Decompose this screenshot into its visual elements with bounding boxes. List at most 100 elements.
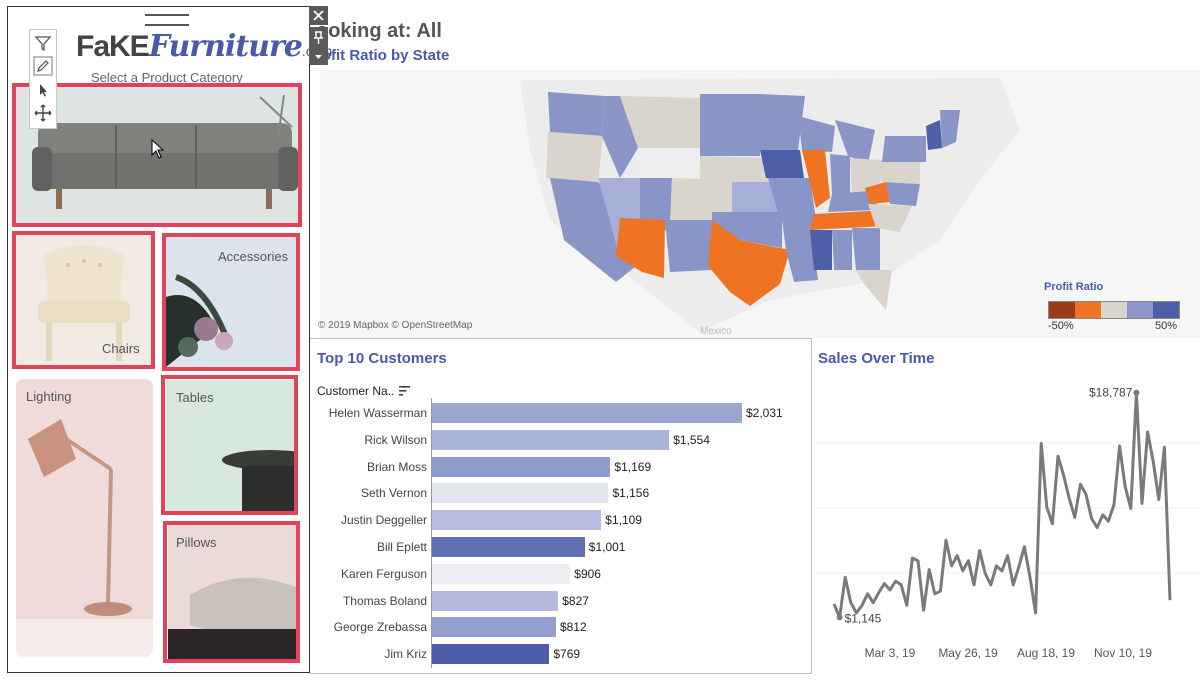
- customer-name-label: Thomas Boland: [342, 593, 427, 608]
- customer-bar[interactable]: [432, 403, 742, 423]
- state-tennessee[interactable]: [810, 210, 888, 230]
- state-wyoming[interactable]: [638, 148, 700, 184]
- customer-name-label: Rick Wilson: [364, 432, 427, 447]
- state-arkansas[interactable]: [782, 220, 814, 250]
- tile-tables[interactable]: Tables: [166, 380, 296, 512]
- customer-bar[interactable]: [432, 590, 559, 611]
- tile-lighting[interactable]: Lighting: [16, 379, 153, 657]
- state-wisconsin[interactable]: [798, 116, 835, 152]
- state-georgia[interactable]: [852, 228, 880, 270]
- state-new-york[interactable]: [882, 136, 926, 162]
- fake-furniture-logo: FaKEFurniture.com: [76, 29, 332, 64]
- customer-bar[interactable]: [432, 537, 585, 557]
- state-west-virginia[interactable]: [865, 182, 890, 204]
- customer-value-label: $1,169: [614, 459, 652, 474]
- state-ohio[interactable]: [850, 158, 882, 192]
- state-north-dakota[interactable]: [700, 94, 760, 124]
- state-oregon[interactable]: [546, 132, 603, 182]
- state-utah[interactable]: [640, 178, 672, 230]
- customer-bar[interactable]: [432, 429, 670, 450]
- drag-grip-handle[interactable]: [145, 14, 189, 26]
- state-new-hampshire[interactable]: [926, 120, 942, 150]
- sales-line-chart[interactable]: $18,787 $1,145 Mar 3, 19 May 26, 19 Aug 18…: [814, 370, 1200, 670]
- sofa-image: [16, 87, 298, 223]
- customer-bar[interactable]: [432, 510, 602, 531]
- map-label-mexico: Mexico: [700, 326, 732, 337]
- customer-name-column-header[interactable]: Customer Na..: [317, 384, 395, 398]
- tile-pillows[interactable]: Pillows: [168, 525, 298, 659]
- state-arizona[interactable]: [616, 218, 665, 278]
- logo-prefix: FaKE: [76, 30, 150, 63]
- state-nebraska[interactable]: [700, 156, 772, 182]
- state-indiana[interactable]: [830, 154, 850, 194]
- customer-name-label: Justin Deggeller: [340, 513, 427, 528]
- move-pan-icon[interactable]: [33, 103, 53, 123]
- state-idaho[interactable]: [602, 96, 638, 178]
- tile-highlight-pillows: [163, 521, 300, 663]
- max-value-marker[interactable]: [1133, 389, 1140, 396]
- min-value-marker[interactable]: [836, 614, 843, 621]
- legend-swatch: [1075, 302, 1101, 318]
- customer-value-label: $2,031: [746, 406, 783, 420]
- mouse-cursor-icon: [151, 139, 165, 159]
- customer-bar[interactable]: [432, 563, 571, 584]
- customer-name-label: Jim Kriz: [384, 647, 427, 662]
- state-minnesota[interactable]: [760, 94, 805, 150]
- state-kentucky[interactable]: [828, 190, 880, 212]
- sales-title: Sales Over Time: [818, 350, 935, 367]
- state-colorado[interactable]: [670, 178, 732, 222]
- state-maine[interactable]: [940, 110, 960, 148]
- state-missouri[interactable]: [768, 178, 816, 220]
- sort-descending-icon[interactable]: [399, 385, 411, 397]
- state-kansas[interactable]: [732, 182, 780, 212]
- legend-min-label: -50%: [1048, 320, 1074, 332]
- customer-bar[interactable]: [432, 456, 611, 477]
- state-alabama[interactable]: [832, 230, 852, 270]
- state-michigan[interactable]: [835, 120, 875, 164]
- state-new-mexico[interactable]: [665, 220, 712, 272]
- tile-label-chairs: Chairs: [102, 341, 140, 356]
- state-carolinas[interactable]: [868, 204, 912, 232]
- customer-name-label: Seth Vernon: [360, 486, 427, 501]
- state-iowa[interactable]: [760, 150, 804, 178]
- pencil-edit-icon[interactable]: [33, 56, 53, 76]
- customer-value-label: $827: [562, 593, 589, 608]
- map-title: rofit Ratio by State: [316, 47, 450, 64]
- pillow-image: [168, 525, 298, 659]
- filter-icon[interactable]: [33, 33, 53, 53]
- logo-script: Furniture: [148, 29, 303, 64]
- state-mississippi[interactable]: [810, 230, 832, 270]
- tile-label-lighting: Lighting: [26, 389, 72, 404]
- tile-accessories[interactable]: Accessories: [166, 237, 296, 367]
- state-oklahoma[interactable]: [712, 212, 782, 248]
- state-south-dakota[interactable]: [700, 124, 760, 156]
- tile-highlight-accessories: [162, 233, 300, 371]
- state-pennsylvania[interactable]: [880, 160, 920, 184]
- legend-swatch: [1049, 302, 1075, 318]
- customer-bar[interactable]: [432, 644, 550, 665]
- customer-name-label: Brian Moss: [366, 459, 427, 474]
- state-illinois[interactable]: [802, 150, 830, 208]
- map-attribution: © 2019 Mapbox © OpenStreetMap: [318, 320, 473, 331]
- customer-bar[interactable]: [432, 617, 556, 638]
- tile-highlight-sofas: [12, 83, 302, 227]
- state-texas[interactable]: [708, 220, 790, 306]
- state-louisiana[interactable]: [786, 250, 818, 282]
- profit-ratio-map[interactable]: [320, 70, 1200, 338]
- close-icon: [313, 10, 324, 21]
- state-virginia[interactable]: [886, 182, 920, 206]
- pointer-select-icon[interactable]: [33, 80, 53, 100]
- close-panel-button[interactable]: [309, 6, 328, 25]
- customer-name-label: Bill Eplett: [376, 540, 427, 554]
- us-state-map[interactable]: [320, 70, 1200, 338]
- tile-sofas[interactable]: as: [16, 87, 298, 223]
- state-washington[interactable]: [548, 92, 605, 136]
- customer-bar[interactable]: [432, 483, 609, 504]
- legend-swatch: [1101, 302, 1127, 318]
- lamp-image: [16, 379, 153, 657]
- state-montana[interactable]: [620, 96, 700, 148]
- customers-panel: [309, 338, 812, 674]
- pin-menu-button[interactable]: [309, 27, 328, 65]
- state-florida[interactable]: [856, 270, 892, 310]
- tile-chairs[interactable]: Chairs: [16, 235, 152, 365]
